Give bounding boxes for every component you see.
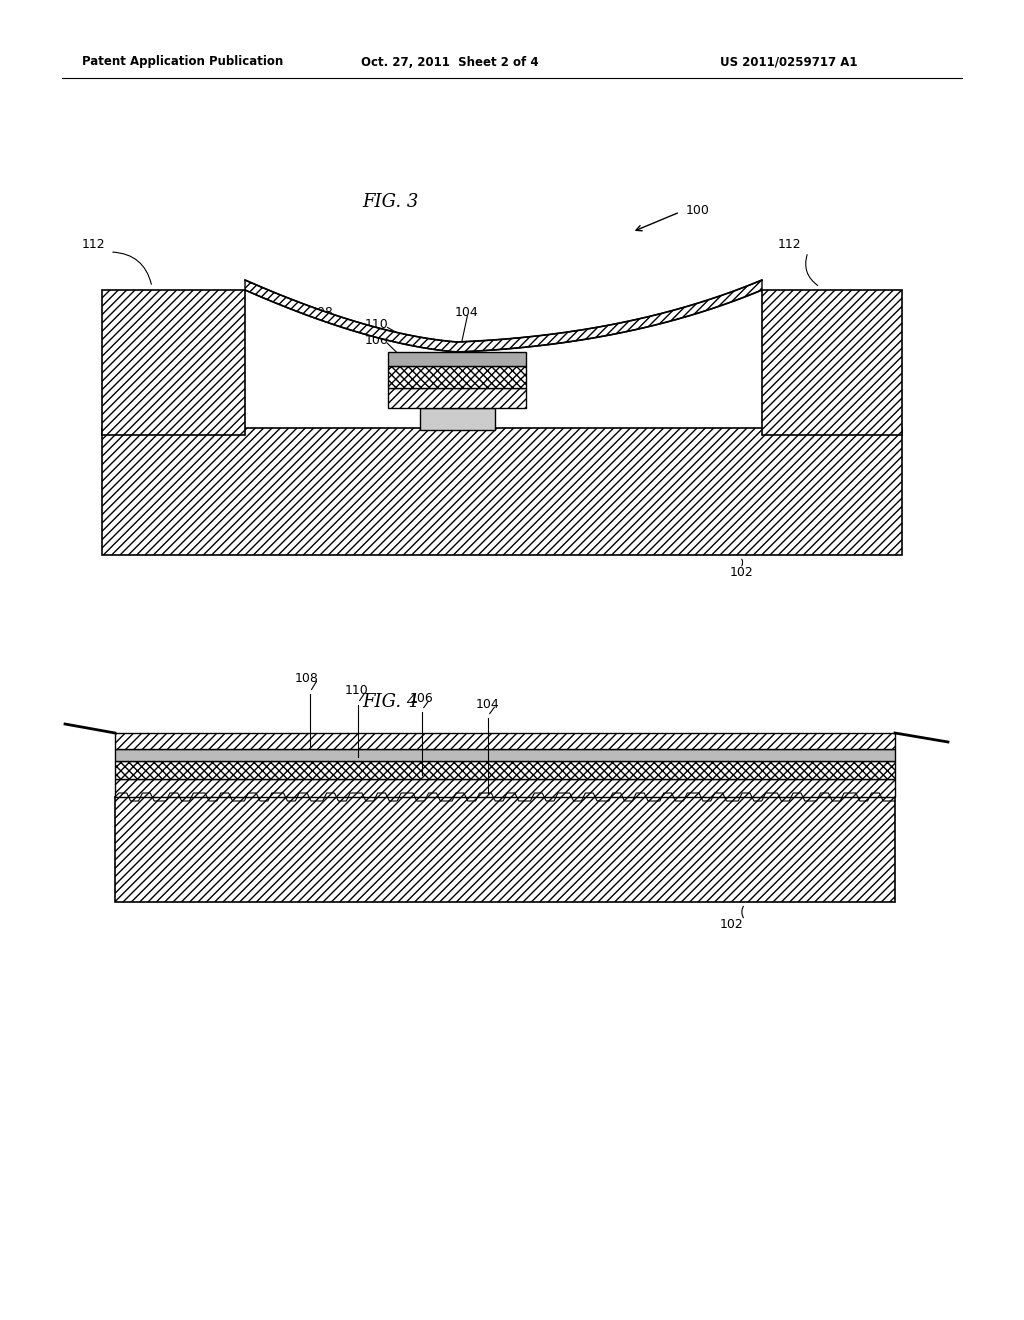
Polygon shape: [245, 280, 762, 352]
Bar: [388, 388, 526, 408]
Text: 106: 106: [365, 334, 389, 346]
Text: FIG. 3: FIG. 3: [361, 193, 418, 211]
Bar: [115, 762, 895, 779]
Bar: [102, 290, 245, 436]
Text: 102: 102: [720, 917, 743, 931]
Text: 108: 108: [310, 305, 334, 318]
Text: 110: 110: [365, 318, 389, 331]
Text: 112: 112: [82, 239, 105, 252]
Text: 112: 112: [778, 239, 802, 252]
Bar: [115, 733, 895, 748]
Text: Oct. 27, 2011  Sheet 2 of 4: Oct. 27, 2011 Sheet 2 of 4: [361, 55, 539, 69]
Text: 110: 110: [345, 684, 369, 697]
Bar: [115, 797, 895, 902]
Bar: [115, 748, 895, 762]
Text: 106: 106: [410, 692, 434, 705]
Bar: [388, 366, 526, 388]
Text: 108: 108: [295, 672, 318, 685]
Text: 104: 104: [476, 697, 500, 710]
Text: 100: 100: [686, 205, 710, 218]
Text: US 2011/0259717 A1: US 2011/0259717 A1: [720, 55, 857, 69]
Bar: [102, 428, 902, 554]
Text: 104: 104: [455, 305, 479, 318]
Bar: [762, 290, 902, 436]
Bar: [388, 352, 526, 366]
Text: FIG. 4: FIG. 4: [361, 693, 418, 711]
Bar: [115, 779, 895, 797]
Bar: [420, 408, 495, 430]
Text: Patent Application Publication: Patent Application Publication: [82, 55, 284, 69]
Text: 102: 102: [730, 565, 754, 578]
